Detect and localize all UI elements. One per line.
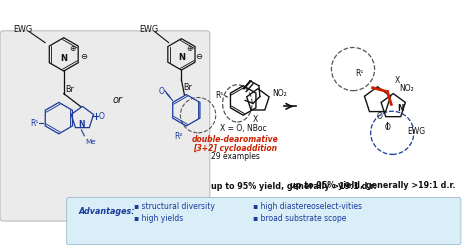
Text: R¹: R¹ xyxy=(215,91,224,100)
Text: N: N xyxy=(60,54,67,63)
Text: X: X xyxy=(252,115,257,124)
Text: ⊕: ⊕ xyxy=(69,44,76,53)
Text: O: O xyxy=(99,112,105,121)
Text: ⊕: ⊕ xyxy=(186,44,192,53)
Text: R¹: R¹ xyxy=(30,119,38,127)
Text: N: N xyxy=(178,53,185,62)
Text: [3+2] cycloaddition: [3+2] cycloaddition xyxy=(193,144,277,153)
Text: up to 95% yield, generally >19:1 d.r.: up to 95% yield, generally >19:1 d.r. xyxy=(211,182,377,191)
Text: O: O xyxy=(159,87,165,96)
Text: or: or xyxy=(113,95,123,105)
Text: R¹: R¹ xyxy=(356,68,364,78)
Text: Me: Me xyxy=(85,139,96,145)
Text: ⊖: ⊖ xyxy=(196,52,202,61)
Text: O: O xyxy=(376,112,383,121)
Text: EWG: EWG xyxy=(407,127,425,136)
Text: ⊖: ⊖ xyxy=(80,52,87,61)
Text: EWG: EWG xyxy=(139,25,158,34)
Text: NO₂: NO₂ xyxy=(273,89,287,98)
Text: NO₂: NO₂ xyxy=(399,84,414,93)
Text: up to 95% yield, generally >19:1 d.r.: up to 95% yield, generally >19:1 d.r. xyxy=(290,181,456,190)
Text: ▪ structural diversity: ▪ structural diversity xyxy=(134,202,215,211)
Text: O: O xyxy=(384,124,390,132)
Text: X = O, NBoc: X = O, NBoc xyxy=(220,124,266,133)
Text: ▪ high diastereoselect­vities: ▪ high diastereoselect­vities xyxy=(253,202,362,211)
Text: R²: R² xyxy=(174,132,182,141)
Text: N: N xyxy=(397,104,404,113)
Text: Advantages:: Advantages: xyxy=(79,207,135,216)
Text: double-dearomative: double-dearomative xyxy=(192,135,279,144)
FancyBboxPatch shape xyxy=(0,31,210,221)
Text: EWG: EWG xyxy=(14,25,33,34)
Text: X: X xyxy=(395,76,401,85)
Text: N: N xyxy=(78,121,85,129)
Text: Br: Br xyxy=(66,85,74,94)
Text: ▪ broad substrate scope: ▪ broad substrate scope xyxy=(253,214,346,223)
FancyBboxPatch shape xyxy=(67,198,461,245)
Text: 29 examples: 29 examples xyxy=(211,153,260,161)
Text: Br: Br xyxy=(183,83,192,92)
Text: ▪ high yields: ▪ high yields xyxy=(134,214,183,223)
